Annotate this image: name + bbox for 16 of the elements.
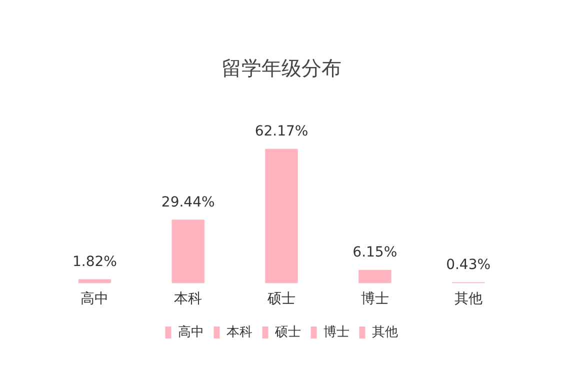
data-label: 1.82%	[72, 254, 117, 270]
data-label: 29.44%	[161, 194, 215, 210]
legend-label: 硕士	[274, 324, 301, 340]
x-tick-label: 高中	[80, 291, 109, 308]
chart-title: 留学年级分布	[222, 56, 342, 80]
x-tick-label: 本科	[174, 291, 202, 308]
data-label: 62.17%	[254, 124, 308, 140]
legend-label: 其他	[372, 324, 398, 340]
data-label: 0.43%	[446, 256, 491, 273]
legend-label: 本科	[226, 324, 252, 340]
legend-label: 高中	[178, 324, 204, 340]
x-tick-label: 硕士	[266, 291, 296, 308]
legend-label: 博士	[323, 324, 350, 340]
x-tick-label: 博士	[360, 291, 389, 308]
data-label: 6.15%	[352, 244, 398, 261]
x-tick-label: 其他	[454, 291, 482, 308]
